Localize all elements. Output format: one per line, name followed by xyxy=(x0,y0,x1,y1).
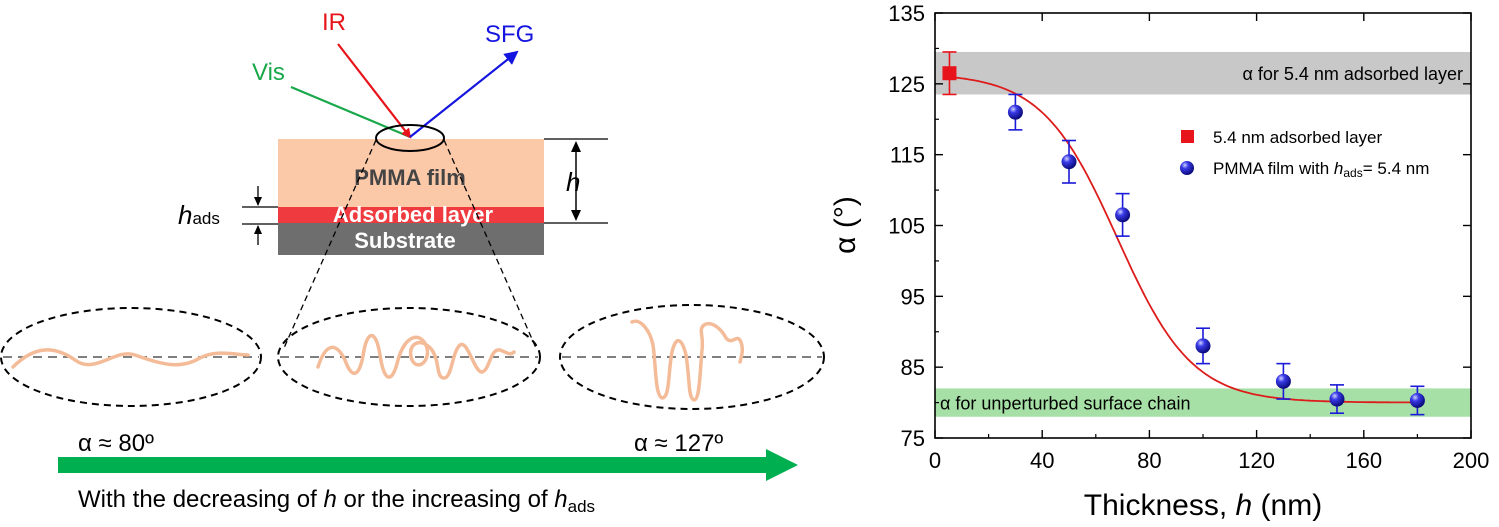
vis-beam xyxy=(290,85,411,139)
legend-label-film: PMMA film with hads= 5.4 nm xyxy=(1213,159,1429,180)
trend-caption: With the decreasing of h or the increasi… xyxy=(78,486,595,516)
legend: 5.4 nm adsorbed layer PMMA film with had… xyxy=(1180,128,1429,180)
caption-main: With the decreasing of xyxy=(78,486,323,513)
data-point-film xyxy=(1007,104,1023,120)
trend-arrow-head xyxy=(766,449,798,481)
chain-intermediate xyxy=(316,333,516,380)
x-tick-label: 0 xyxy=(929,448,941,473)
alpha-left-label: α ≈ 80º xyxy=(78,430,154,457)
data-point-film xyxy=(1195,338,1211,354)
vis-label: Vis xyxy=(252,59,285,86)
ir-beam xyxy=(337,43,412,139)
adsorbed-layer xyxy=(278,207,544,224)
caption-h2: h xyxy=(554,486,567,513)
y-tick-label: 125 xyxy=(888,72,925,97)
y-tick-label: 115 xyxy=(890,143,925,168)
y-axis-title: α (°) xyxy=(829,196,862,254)
x-title-var: h xyxy=(1236,489,1253,522)
legend-marker-film xyxy=(1180,161,1194,175)
hads-arrow-top xyxy=(254,197,262,206)
sfg-label: SFG xyxy=(485,21,534,48)
chain-ellipse-left xyxy=(0,307,262,407)
sfg-beam xyxy=(409,50,519,138)
y-tick-label: 85 xyxy=(901,355,925,380)
x-tick-label: 120 xyxy=(1238,448,1275,473)
chain-ellipse-right xyxy=(559,304,825,410)
legend-film-main: PMMA film with xyxy=(1213,159,1334,178)
zoom-line-left xyxy=(283,139,377,349)
y-tick-label: 105 xyxy=(888,214,925,239)
caption-h: h xyxy=(323,486,336,513)
data-point-film xyxy=(1275,373,1291,389)
legend-label-adsorbed: 5.4 nm adsorbed layer xyxy=(1213,128,1382,147)
adsorbed-label: Adsorbed layer xyxy=(333,202,494,227)
x-tick-label: 200 xyxy=(1453,448,1490,473)
caption-mid: or the increasing of xyxy=(337,486,554,513)
x-tick-label: 80 xyxy=(1137,448,1161,473)
chart: α for 5.4 nm adsorbed layer α for unpertu… xyxy=(829,1,1489,522)
legend-marker-adsorbed xyxy=(1181,130,1194,143)
reference-band-label-1: α for unperturbed surface chain xyxy=(940,394,1191,414)
chart-fit-layer xyxy=(948,75,1418,404)
chart-points xyxy=(942,51,1425,416)
fit-curve xyxy=(948,75,1418,404)
y-axis: 75 85 95 105 115 125 135 xyxy=(888,1,1471,451)
x-axis-title: Thickness, h (nm) xyxy=(1084,489,1322,522)
hads-label: hads xyxy=(178,200,220,230)
y-tick-label: 95 xyxy=(901,284,925,309)
reference-band-label-0: α for 5.4 nm adsorbed layer xyxy=(1242,64,1463,84)
zoom-line-right xyxy=(443,139,537,349)
chain-flat xyxy=(11,348,250,369)
chain-ellipse-middle xyxy=(277,307,541,407)
x-tick-label: 160 xyxy=(1345,448,1382,473)
trend-arrow-shaft xyxy=(58,457,768,473)
alpha-right-label: α ≈ 127º xyxy=(634,430,723,457)
x-tick-label: 40 xyxy=(1030,448,1054,473)
h-arrow-down xyxy=(571,210,581,221)
caption-sub: ads xyxy=(568,497,595,516)
legend-film-var: h xyxy=(1334,159,1343,178)
h-label: h xyxy=(566,167,580,197)
data-point-film xyxy=(1115,207,1131,223)
y-tick-label: 135 xyxy=(888,1,925,26)
h-arrow-up xyxy=(571,141,581,152)
focus-ellipse xyxy=(375,124,445,152)
x-axis: 0 40 80 120 160 200 xyxy=(929,13,1489,473)
legend-film-tail: = 5.4 nm xyxy=(1363,159,1430,178)
film-label: PMMA film xyxy=(354,165,466,190)
data-point-film xyxy=(1329,391,1345,407)
substrate-label: Substrate xyxy=(354,228,455,253)
x-title-main: Thickness, xyxy=(1084,489,1236,522)
chain-perpendicular xyxy=(630,319,745,402)
substrate-layer xyxy=(278,223,544,255)
hads-label-sub: ads xyxy=(192,209,219,228)
legend-film-sub: ads xyxy=(1343,166,1362,180)
ir-label: IR xyxy=(322,9,346,36)
schematic: PMMA film Adsorbed layer Substrate IR SF… xyxy=(0,9,825,516)
data-point-film xyxy=(1409,392,1425,408)
chart-bands: α for 5.4 nm adsorbed layer α for unpertu… xyxy=(935,51,1471,417)
y-tick-label: 75 xyxy=(901,426,925,451)
hads-arrow-bottom xyxy=(254,225,262,234)
x-title-unit: (nm) xyxy=(1252,489,1322,522)
data-point-adsorbed xyxy=(942,66,957,81)
hads-label-main: h xyxy=(178,200,192,230)
data-point-film xyxy=(1061,154,1077,170)
reference-band-0 xyxy=(935,51,1471,95)
